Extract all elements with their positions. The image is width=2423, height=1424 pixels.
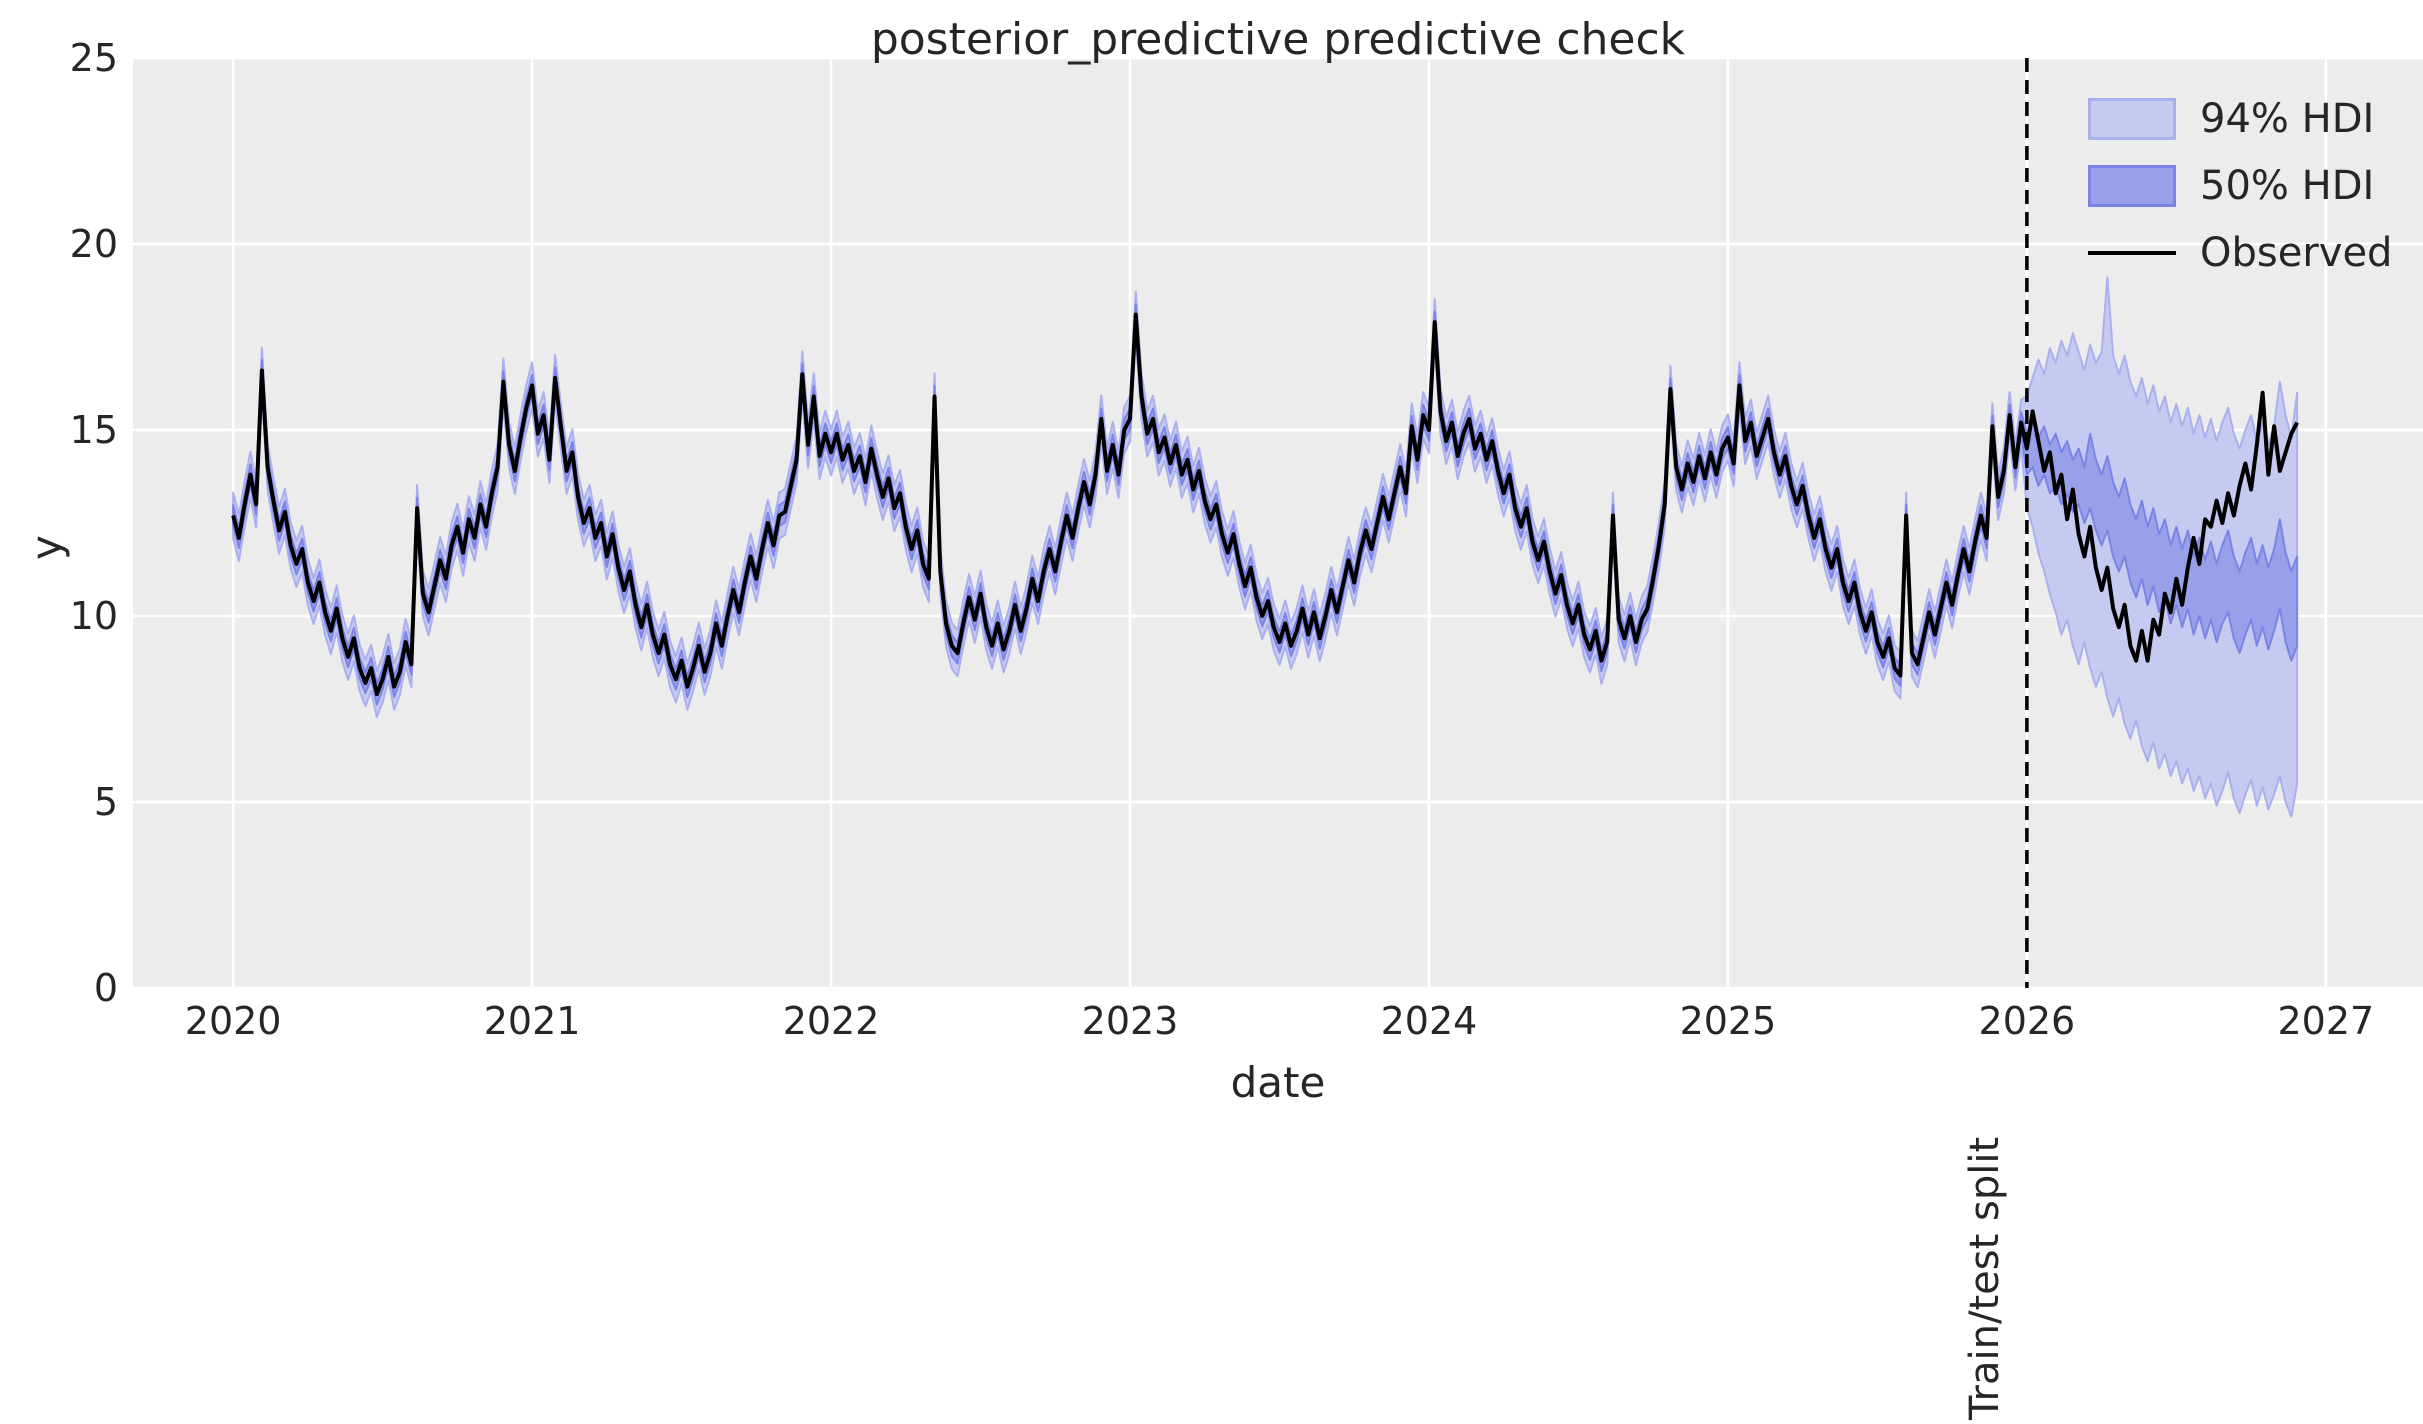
x-tick-label: 2024 — [1381, 999, 1478, 1043]
train-test-split-label: Train/test split — [1962, 1136, 2008, 1420]
hdi94-swatch-icon — [2088, 98, 2176, 140]
x-tick-label: 2022 — [783, 999, 880, 1043]
x-tick-label: 2020 — [185, 999, 282, 1043]
y-axis-label: y — [22, 535, 71, 560]
x-tick-label: 2021 — [484, 999, 581, 1043]
legend-item-hdi94: 94% HDI — [2088, 96, 2392, 142]
y-tick-label: 20 — [70, 222, 118, 266]
x-axis-label: date — [1230, 1058, 1326, 1107]
observed-line — [231, 312, 2299, 697]
y-tick-label: 0 — [94, 966, 118, 1010]
observed-line-icon — [2088, 232, 2176, 274]
hdi-94-band — [232, 276, 2299, 818]
chart-title: posterior_predictive predictive check — [870, 14, 1686, 65]
y-tick-label: 25 — [70, 36, 118, 80]
x-tick-label: 2025 — [1680, 999, 1777, 1043]
legend-label-hdi94: 94% HDI — [2200, 96, 2375, 142]
x-tick-label: 2026 — [1979, 999, 2076, 1043]
legend: 94% HDI 50% HDI Observed — [2088, 96, 2392, 276]
legend-item-observed: Observed — [2088, 230, 2392, 276]
x-tick-label: 2023 — [1082, 999, 1179, 1043]
y-tick-label: 15 — [70, 408, 118, 452]
y-tick-label: 10 — [70, 594, 118, 638]
y-tick-label: 5 — [94, 780, 118, 824]
legend-label-observed: Observed — [2200, 230, 2393, 276]
x-tick-label: 2027 — [2277, 999, 2374, 1043]
hdi50-swatch-icon — [2088, 165, 2176, 207]
legend-label-hdi50: 50% HDI — [2200, 163, 2375, 209]
legend-item-hdi50: 50% HDI — [2088, 163, 2392, 209]
